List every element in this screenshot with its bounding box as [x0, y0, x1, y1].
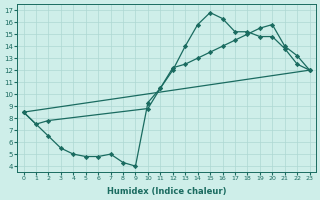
- X-axis label: Humidex (Indice chaleur): Humidex (Indice chaleur): [107, 187, 226, 196]
